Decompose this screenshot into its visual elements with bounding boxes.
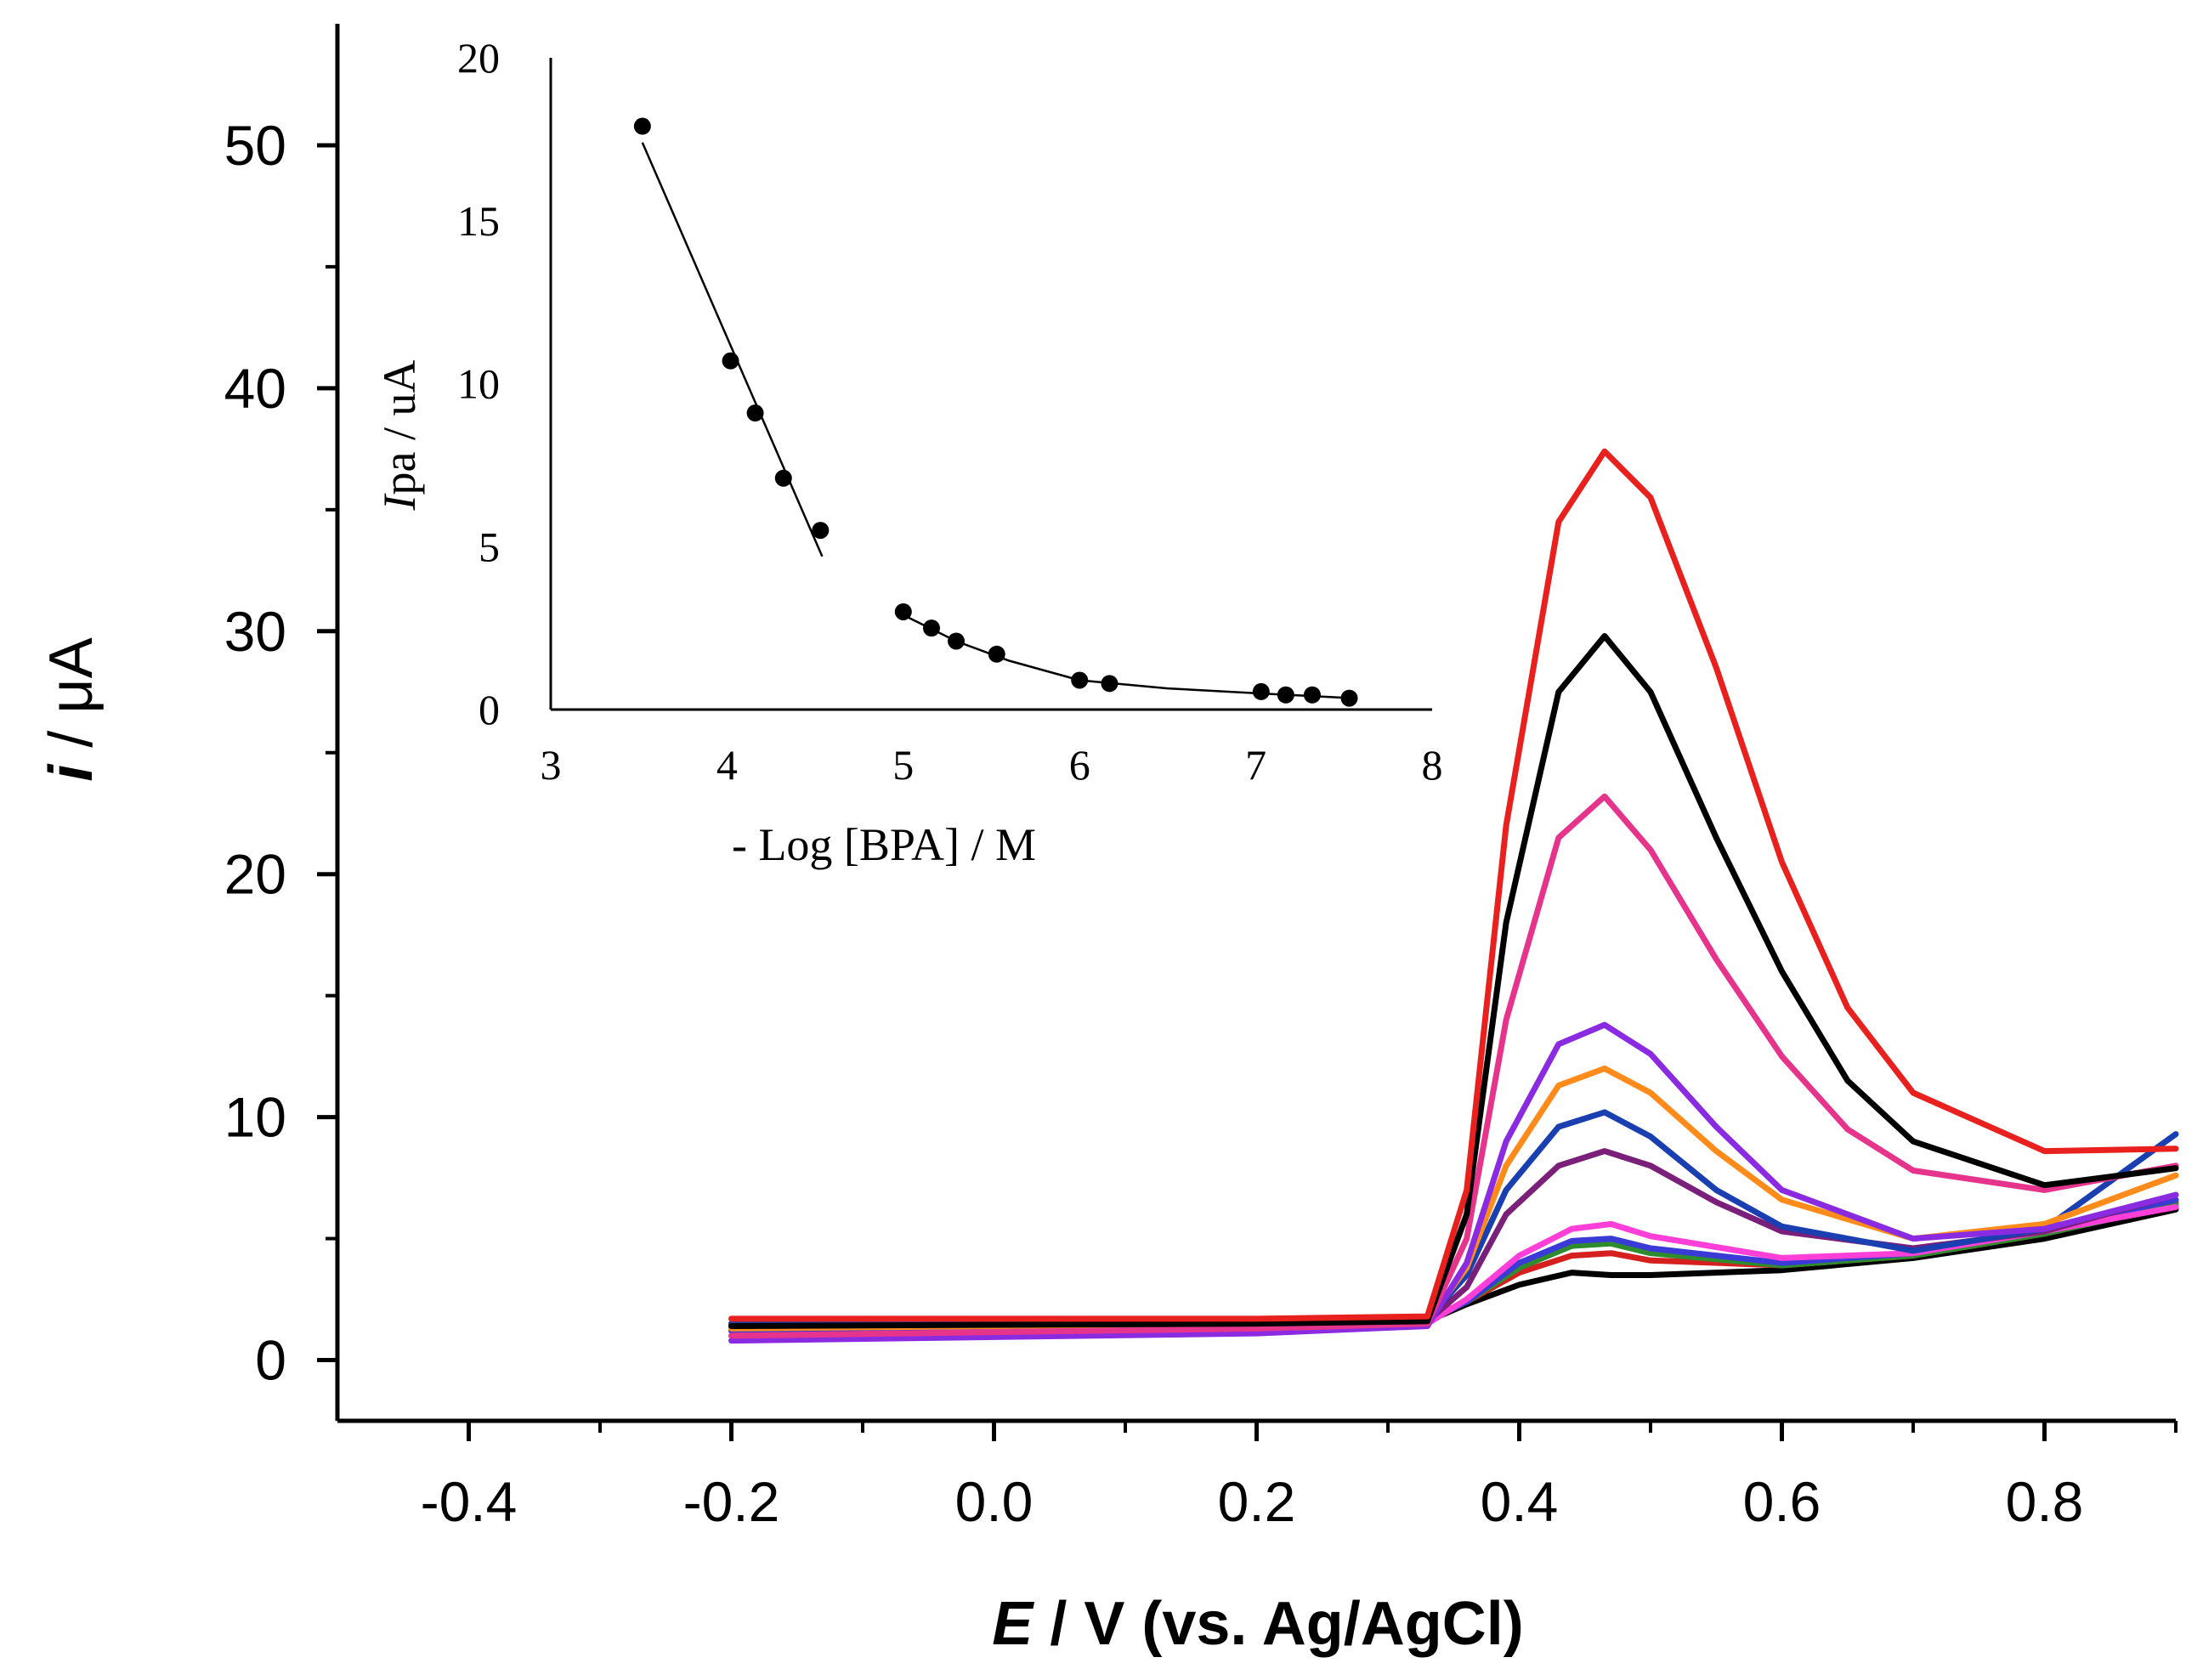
inset-data-point [1101,675,1118,693]
main-y-tick-label: 50 [224,114,286,177]
main-x-tick-label: 0.6 [1743,1470,1821,1533]
inset-data-point [746,404,764,422]
inset-data-point [988,645,1005,663]
main-x-tick-label: -0.2 [683,1470,780,1533]
inset-axes: 3 4 5 6 7 8 0 5 10 15 20 [457,34,1443,789]
inset-data-point [922,619,940,637]
inset-data-point [1303,686,1321,704]
inset-data-point [1071,671,1089,689]
inset-x-tick-label: 8 [1422,741,1443,789]
inset-x-tick-label: 7 [1245,741,1266,789]
inset-x-tick-label: 4 [716,741,738,789]
inset-data-point [1277,686,1294,704]
inset-data-point [812,522,830,540]
inset-plot: 3 4 5 6 7 8 0 5 10 15 20 - Log [BPA] / M Ipa / uA [374,34,1443,870]
inset-data-point [1252,682,1270,700]
main-y-tick-label: 0 [255,1329,286,1392]
inset-x-tick-label: 5 [892,741,914,789]
inset-series-group [633,117,1358,707]
main-x-tick-label: 0.4 [1481,1470,1559,1533]
main-x-tick-label: 0.8 [2006,1470,2084,1533]
main-y-tick-label: 20 [224,843,286,906]
inset-data-point [894,602,912,620]
inset-x-tick-label: 3 [541,741,562,789]
main-y-axis-title: i / μA [37,637,105,782]
inset-x-axis-title: - Log [BPA] / M [732,819,1036,870]
inset-data-point [774,469,792,487]
inset-y-tick-label: 10 [457,360,500,408]
main-x-tick-label: 0.0 [955,1470,1034,1533]
main-x-tick-label: 0.2 [1218,1470,1296,1533]
main-x-tick-label: -0.4 [421,1470,518,1533]
inset-y-tick-label: 15 [457,197,500,245]
inset-y-tick-label: 0 [479,686,500,733]
inset-data-point [1340,689,1358,707]
voltammogram-curve-7 [728,1109,2179,1327]
voltammogram-curve-12 [728,448,2179,1322]
inset-fit-line-1 [641,142,824,557]
main-y-tick-label: 10 [224,1086,286,1149]
inset-fit-line-2 [903,614,1353,699]
inset-y-tick-label: 5 [479,523,500,570]
main-x-axis-title: E / V (vs. Ag/AgCl) [992,1590,1523,1658]
main-series-group [728,448,2179,1344]
inset-x-tick-label: 6 [1069,741,1090,789]
inset-y-tick-label: 20 [457,34,500,82]
inset-data-point [948,632,966,650]
inset-y-axis-title: Ipa / uA [374,360,425,512]
inset-data-point [633,117,651,135]
main-y-tick-label: 30 [224,600,286,663]
main-y-tick-label: 40 [224,357,286,420]
inset-data-point [722,352,739,370]
